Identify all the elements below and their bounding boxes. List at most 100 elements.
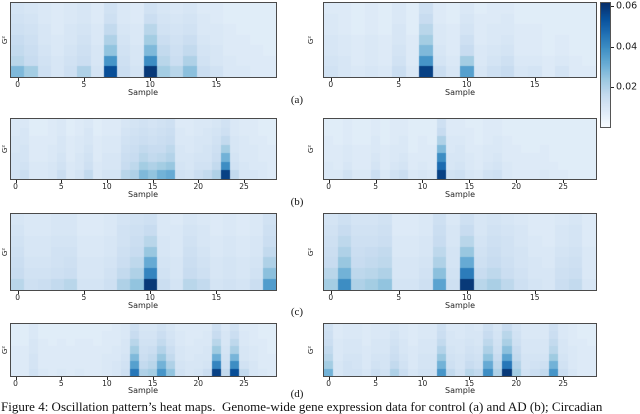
y-axis-label: G² [307,247,315,257]
x-tick-label: 15 [211,293,222,302]
heatmap-b-right [323,118,597,180]
x-tick-mark [330,291,332,294]
y-axis-label: G² [307,35,315,45]
x-tick-mark [469,180,471,183]
x-tick-mark [422,180,424,183]
x-tick-mark [469,377,471,380]
x-tick-label: 5 [58,182,64,191]
panel-label-b: (b) [290,196,304,208]
x-tick-label: 20 [193,182,204,191]
colorbar-tick-label: 0.04 [616,41,638,53]
x-tick-label: 5 [58,379,64,388]
x-tick-mark [516,180,518,183]
heatmap-canvas [324,324,596,376]
x-axis-ticks: 0 5 10 15 [323,78,597,90]
x-tick-label: 5 [81,80,87,89]
x-tick-label: 20 [511,379,522,388]
x-tick-label: 0 [13,182,18,191]
x-tick-label: 25 [558,379,568,388]
x-tick-mark [244,180,246,183]
y-axis-label: G² [1,144,9,154]
x-tick-mark [398,78,400,81]
x-tick-mark [563,377,565,380]
colorbar-tick-label: 0.06 [616,0,638,12]
x-tick-label: 5 [396,293,402,302]
x-tick-label: 5 [81,293,87,302]
x-tick-mark [198,377,200,380]
x-tick-label: 10 [145,80,155,89]
x-tick-label: 10 [102,379,112,388]
heatmap-canvas [11,119,276,179]
heatmap-b-left [10,118,277,180]
x-tick-label: 10 [417,379,428,388]
x-tick-label: 25 [558,182,568,191]
x-tick-mark [61,180,63,183]
x-axis-ticks: 0 5 10 15 [323,291,597,303]
colorbar-tick-mark [611,87,614,89]
x-tick-label: 20 [193,379,204,388]
x-tick-mark [466,291,468,294]
x-tick-label: 0 [15,293,21,302]
x-tick-label: 15 [211,80,222,89]
x-tick-label: 25 [239,182,249,191]
x-tick-mark [83,291,85,294]
x-tick-label: 15 [147,182,158,191]
x-tick-label: 0 [328,293,334,302]
x-axis-ticks: 0 5 10 15 [10,291,277,303]
x-axis-label: Sample [128,190,158,199]
x-tick-label: 15 [530,293,540,302]
x-tick-label: 5 [373,379,378,388]
x-tick-mark [216,291,218,294]
x-tick-label: 15 [147,379,158,388]
heatmap-canvas [11,214,276,290]
x-tick-label: 15 [464,182,475,191]
panel-label-d: (d) [290,388,304,400]
x-tick-label: 0 [13,379,18,388]
heatmap-c-right [323,213,597,291]
x-tick-mark [150,78,152,81]
heatmap-c-left [10,213,277,291]
x-tick-mark [422,377,424,380]
heatmap-canvas [324,119,596,179]
x-tick-mark [106,180,108,183]
x-tick-mark [83,78,85,81]
heatmap-canvas [324,3,596,77]
x-tick-mark [198,180,200,183]
x-axis-label: Sample [445,301,475,310]
x-tick-mark [106,377,108,380]
x-axis-label: Sample [445,88,475,97]
x-tick-mark [17,78,19,81]
x-axis-ticks: 0 5 10 15 20 25 [10,377,277,389]
heatmap-a-left [10,2,277,78]
x-tick-mark [61,377,63,380]
x-tick-mark [534,291,536,294]
x-tick-label: 5 [396,80,402,89]
colorbar-tick-mark [611,46,614,48]
x-tick-mark [534,78,536,81]
x-tick-mark [244,377,246,380]
x-tick-mark [516,377,518,380]
heatmap-a-right [323,2,597,78]
x-tick-mark [150,291,152,294]
x-tick-label: 0 [326,182,332,191]
heatmap-canvas [324,214,596,290]
x-tick-mark [15,180,17,183]
x-tick-label: 0 [15,80,21,89]
x-tick-label: 20 [511,182,522,191]
colorbar-tick-mark [611,6,614,8]
colorbar-canvas [601,3,610,127]
x-tick-mark [330,78,332,81]
x-axis-ticks: 0 5 10 15 20 25 [10,180,277,192]
x-axis-label: Sample [445,190,475,199]
y-axis-label: G² [307,345,315,355]
x-tick-label: 10 [145,293,155,302]
heatmap-d-right [323,323,597,377]
x-tick-mark [152,377,154,380]
x-axis-label: Sample [128,88,158,97]
x-tick-label: 10 [417,182,428,191]
heatmap-canvas [11,324,276,376]
y-axis-label: G² [307,144,315,154]
x-tick-label: 10 [462,293,472,302]
x-tick-mark [375,180,377,183]
x-tick-label: 5 [373,182,378,191]
